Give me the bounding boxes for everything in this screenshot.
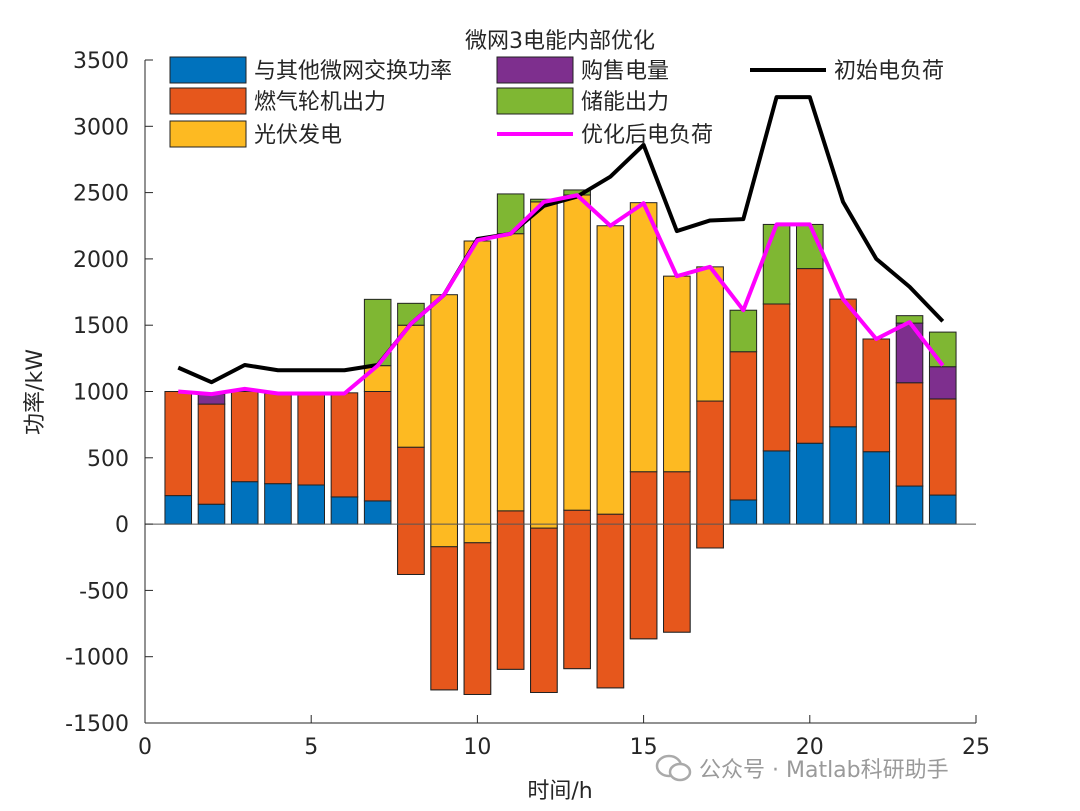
bar-segment-4-hour-18 — [729, 309, 758, 353]
legend-swatch — [496, 87, 574, 115]
bar-segment-1-hour-3 — [230, 391, 259, 483]
bar-segment-2-hour-9 — [430, 294, 458, 548]
bar-segment-1-hour-11 — [496, 510, 525, 670]
bar-segment-0-hour-19 — [762, 450, 791, 525]
x-axis-label: 时间/h — [527, 779, 592, 804]
y-tick-label: 2000 — [73, 248, 129, 273]
x-tick-label: 10 — [463, 735, 491, 760]
x-tick-label: 25 — [962, 735, 990, 760]
bar-segment-1-hour-14 — [596, 513, 625, 689]
bar-segment-1-hour-2 — [197, 403, 226, 505]
bar-segment-2-hour-13 — [563, 194, 591, 511]
bar-segment-1-hour-23 — [895, 382, 924, 487]
bar-segment-0-hour-4 — [264, 483, 292, 525]
y-tick-label: 3500 — [73, 49, 129, 74]
bar-segment-0-hour-6 — [330, 496, 359, 525]
bar-segment-0-hour-23 — [895, 485, 924, 525]
bar-segment-3-hour-24 — [928, 366, 957, 400]
legend-label: 优化后电负荷 — [581, 123, 713, 148]
legend-swatch — [169, 56, 247, 84]
watermark: 公众号 · Matlab科研助手 — [655, 752, 949, 784]
legend-label: 与其他微网交换功率 — [254, 59, 452, 84]
y-tick-label: -500 — [79, 579, 129, 604]
bar-segment-0-hour-20 — [796, 442, 824, 525]
bar-segment-2-hour-14 — [596, 225, 625, 515]
bar-segment-0-hour-24 — [928, 494, 957, 525]
y-tick-label: 0 — [115, 513, 129, 538]
x-tick-label: 20 — [796, 735, 824, 760]
wechat-icon — [655, 753, 693, 783]
bar-segment-1-hour-5 — [297, 392, 325, 486]
y-tick-label: 1000 — [73, 381, 129, 406]
bar-segment-0-hour-5 — [297, 484, 325, 525]
bar-segment-1-hour-1 — [164, 391, 193, 497]
bar-segment-4-hour-19 — [762, 223, 791, 305]
chart-title: 微网3电能内部优化 — [465, 29, 655, 54]
bar-segment-1-hour-7 — [363, 391, 392, 502]
bar-segment-1-hour-22 — [862, 338, 891, 453]
bar-segment-1-hour-18 — [729, 351, 758, 501]
bar-segment-2-hour-7 — [363, 365, 392, 393]
legend-swatch — [169, 87, 247, 115]
legend-label: 储能出力 — [581, 90, 669, 115]
bar-segment-2-hour-10 — [463, 240, 492, 544]
line-series-0 — [177, 95, 945, 385]
bar-segment-1-hour-12 — [530, 527, 558, 694]
legend-swatch — [169, 120, 247, 148]
bar-segment-2-hour-11 — [496, 233, 525, 512]
bar-segment-1-hour-13 — [563, 509, 591, 670]
legend-label: 初始电负荷 — [834, 59, 944, 84]
bar-segment-1-hour-16 — [663, 471, 691, 633]
bar-segment-0-hour-18 — [729, 499, 758, 525]
bar-segment-2-hour-8 — [397, 324, 425, 448]
y-tick-label: -1000 — [65, 646, 129, 671]
legend-label: 燃气轮机出力 — [254, 90, 386, 115]
y-tick-label: 2500 — [73, 182, 129, 207]
bar-segment-1-hour-8 — [397, 446, 425, 575]
bar-segment-1-hour-9 — [430, 546, 458, 691]
bar-segment-1-hour-17 — [696, 400, 724, 549]
bar-segment-1-hour-19 — [762, 303, 791, 452]
x-tick-label: 5 — [304, 735, 318, 760]
bar-segment-2-hour-16 — [663, 275, 691, 473]
bar-segment-1-hour-10 — [463, 542, 492, 695]
legend-label: 购售电量 — [581, 59, 669, 84]
line-series-1 — [178, 193, 945, 397]
watermark-text: 公众号 · Matlab科研助手 — [699, 758, 949, 783]
bar-segment-0-hour-21 — [829, 426, 857, 525]
y-tick-label: -1500 — [65, 712, 129, 737]
bar-segment-1-hour-20 — [796, 268, 824, 444]
bar-segment-1-hour-15 — [629, 471, 658, 640]
bar-segment-1-hour-24 — [928, 398, 957, 496]
bar-segment-1-hour-4 — [264, 392, 292, 485]
bar-segment-0-hour-3 — [230, 481, 259, 525]
legend-label: 光伏发电 — [254, 123, 342, 148]
x-tick-label: 0 — [138, 735, 152, 760]
x-tick-label: 15 — [630, 735, 658, 760]
y-tick-label: 500 — [87, 447, 129, 472]
bar-segment-4-hour-24 — [928, 331, 957, 368]
bar-segment-1-hour-21 — [829, 298, 857, 428]
legend-swatch — [496, 56, 574, 84]
y-tick-label: 1500 — [73, 314, 129, 339]
bar-segment-2-hour-12 — [530, 201, 558, 529]
y-axis-label: 功率/kW — [23, 349, 48, 435]
bar-segment-1-hour-6 — [330, 392, 359, 498]
bar-segment-0-hour-7 — [363, 500, 392, 525]
bar-segment-0-hour-22 — [862, 451, 891, 525]
bar-segment-2-hour-15 — [629, 202, 658, 473]
bar-segment-0-hour-1 — [164, 495, 193, 525]
bar-segment-2-hour-17 — [696, 266, 724, 402]
y-tick-label: 3000 — [73, 115, 129, 140]
bar-segment-0-hour-2 — [197, 503, 226, 525]
